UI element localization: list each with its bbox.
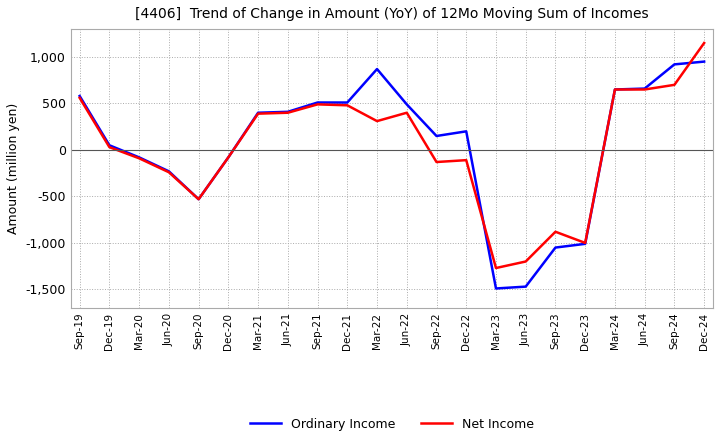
Ordinary Income bbox=[581, 241, 590, 246]
Net Income bbox=[313, 102, 322, 107]
Ordinary Income bbox=[700, 59, 708, 64]
Ordinary Income bbox=[402, 102, 411, 107]
Net Income bbox=[373, 118, 382, 124]
Ordinary Income bbox=[640, 86, 649, 91]
Net Income bbox=[521, 259, 530, 264]
Y-axis label: Amount (million yen): Amount (million yen) bbox=[7, 103, 20, 234]
Line: Net Income: Net Income bbox=[80, 43, 704, 268]
Net Income bbox=[462, 158, 471, 163]
Net Income bbox=[165, 169, 174, 175]
Net Income bbox=[700, 40, 708, 46]
Ordinary Income bbox=[373, 66, 382, 72]
Ordinary Income bbox=[432, 133, 441, 139]
Ordinary Income bbox=[492, 286, 500, 291]
Net Income bbox=[105, 144, 114, 150]
Net Income bbox=[76, 95, 84, 100]
Ordinary Income bbox=[313, 100, 322, 105]
Net Income bbox=[611, 87, 619, 92]
Net Income bbox=[253, 111, 262, 116]
Ordinary Income bbox=[105, 143, 114, 148]
Net Income bbox=[284, 110, 292, 115]
Legend: Ordinary Income, Net Income: Ordinary Income, Net Income bbox=[245, 413, 539, 436]
Ordinary Income bbox=[462, 128, 471, 134]
Net Income bbox=[343, 103, 351, 108]
Title: [4406]  Trend of Change in Amount (YoY) of 12Mo Moving Sum of Incomes: [4406] Trend of Change in Amount (YoY) o… bbox=[135, 7, 649, 21]
Ordinary Income bbox=[194, 197, 203, 202]
Line: Ordinary Income: Ordinary Income bbox=[80, 62, 704, 289]
Net Income bbox=[551, 229, 559, 235]
Ordinary Income bbox=[253, 110, 262, 115]
Ordinary Income bbox=[670, 62, 679, 67]
Ordinary Income bbox=[165, 169, 174, 174]
Ordinary Income bbox=[224, 155, 233, 160]
Net Income bbox=[492, 265, 500, 271]
Net Income bbox=[194, 197, 203, 202]
Net Income bbox=[432, 159, 441, 165]
Net Income bbox=[581, 240, 590, 246]
Net Income bbox=[670, 82, 679, 88]
Ordinary Income bbox=[284, 109, 292, 114]
Net Income bbox=[640, 87, 649, 92]
Net Income bbox=[135, 156, 143, 161]
Net Income bbox=[224, 155, 233, 160]
Ordinary Income bbox=[135, 155, 143, 160]
Ordinary Income bbox=[76, 93, 84, 99]
Net Income bbox=[402, 110, 411, 115]
Ordinary Income bbox=[551, 245, 559, 250]
Ordinary Income bbox=[521, 284, 530, 289]
Ordinary Income bbox=[343, 100, 351, 105]
Ordinary Income bbox=[611, 87, 619, 92]
